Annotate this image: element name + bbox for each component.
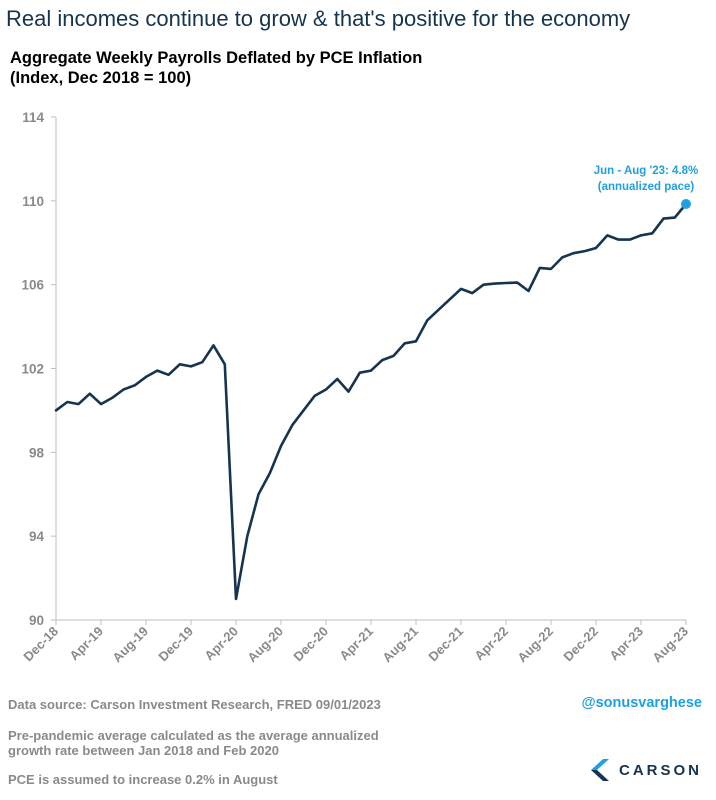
x-tick-label: Aug-23 — [649, 624, 691, 666]
chart-subtitle: Aggregate Weekly Payrolls Deflated by PC… — [10, 48, 610, 88]
pce-assumption-note: PCE is assumed to increase 0.2% in Augus… — [8, 772, 278, 787]
x-tick-label: Apr-19 — [66, 624, 106, 664]
x-axis-ticks: Dec-18 Apr-19 Aug-19 Dec-19 Apr-20 Aug-20 Dec-… — [20, 620, 691, 665]
methodology-note-line2: growth rate between Jan 2018 and Feb 202… — [8, 743, 279, 758]
carson-logo: CARSON — [589, 757, 702, 783]
chart-title: Aggregate Weekly Payrolls Deflated by PC… — [10, 49, 423, 67]
x-tick-label: Apr-20 — [201, 624, 241, 664]
y-tick-label: 106 — [21, 278, 44, 293]
x-tick-label: Dec-22 — [560, 624, 601, 665]
x-tick-label: Aug-19 — [109, 624, 151, 666]
methodology-note: Pre-pandemic average calculated as the a… — [8, 728, 408, 758]
methodology-note-line1: Pre-pandemic average calculated as the a… — [8, 728, 379, 743]
twitter-handle[interactable]: @sonusvarghese — [581, 695, 702, 711]
x-tick-label: Dec-19 — [155, 624, 196, 665]
y-tick-label: 94 — [29, 529, 45, 544]
x-tick-label: Aug-21 — [379, 624, 421, 666]
chart-axes — [55, 117, 686, 621]
carson-logo-text: CARSON — [618, 761, 702, 779]
x-tick-label: Dec-21 — [425, 624, 466, 665]
headline: Real incomes continue to grow & that's p… — [6, 6, 631, 31]
annotation-line1: Jun - Aug '23: 4.8% — [594, 165, 699, 177]
chart-units: (Index, Dec 2018 = 100) — [10, 69, 192, 87]
y-tick-label: 110 — [22, 194, 44, 209]
x-tick-label: Aug-20 — [244, 624, 286, 666]
end-point-marker — [681, 198, 691, 209]
x-tick-label: Apr-21 — [336, 624, 376, 664]
carson-logo-icon — [590, 759, 609, 781]
data-source: Data source: Carson Investment Research,… — [8, 697, 381, 712]
x-tick-label: Apr-23 — [606, 624, 646, 664]
x-tick-label: Apr-22 — [471, 624, 511, 664]
annotation-line2: (annualized pace) — [598, 181, 695, 193]
y-axis-ticks: 90 94 98 102 106 110 114 — [21, 110, 56, 628]
x-tick-label: Dec-18 — [20, 624, 61, 665]
y-tick-label: 102 — [21, 362, 44, 377]
y-tick-label: 98 — [29, 445, 45, 460]
x-tick-label: Aug-22 — [514, 624, 556, 666]
x-tick-label: Dec-20 — [290, 624, 331, 665]
y-tick-label: 114 — [22, 110, 44, 125]
series-line — [54, 202, 688, 601]
y-tick-label: 90 — [29, 613, 44, 628]
